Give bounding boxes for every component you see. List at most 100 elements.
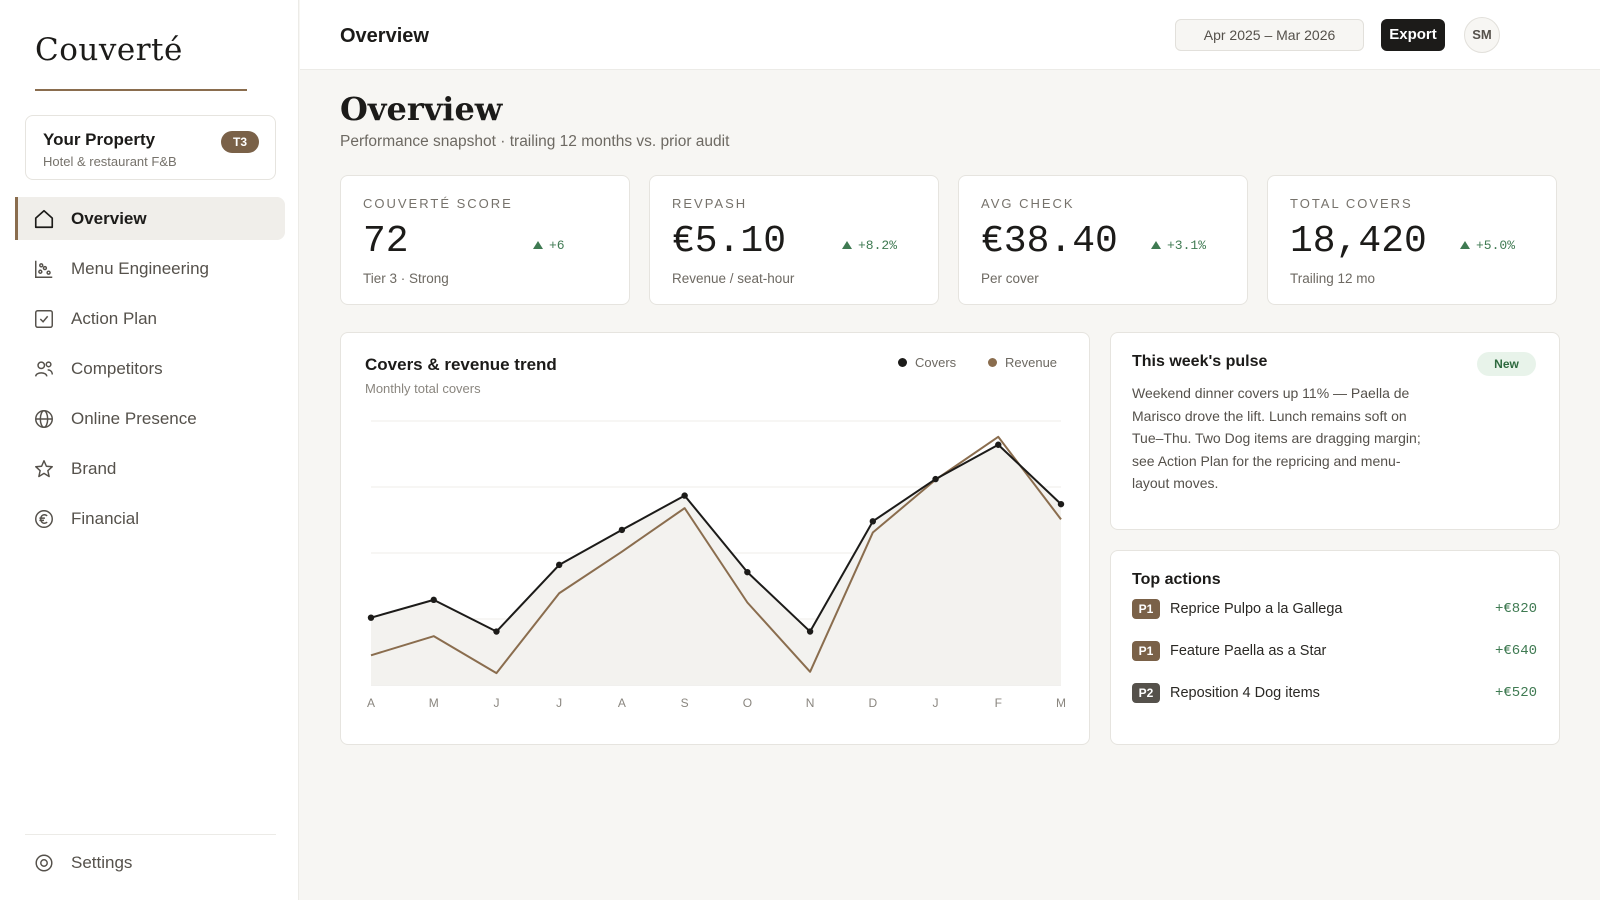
sidebar-item-financial[interactable]: Financial [15,497,285,540]
kpi-footnote: Trailing 12 mo [1290,271,1376,286]
checkbox-icon [33,308,55,330]
up-arrow-icon [1151,241,1161,249]
covers-area [371,444,1061,685]
action-item[interactable]: P1 Reprice Pulpo a la Gallega +€820 [1132,597,1537,621]
app-logo[interactable]: Couverté [35,32,183,68]
new-badge: New [1477,352,1536,376]
globe-icon [33,408,55,430]
data-point-covers [430,596,437,604]
settings-icon [33,852,55,874]
up-arrow-icon [533,241,543,249]
action-value: +€640 [1494,643,1537,659]
x-tick-label: A [367,696,375,710]
kpi-card-score[interactable]: Couverté Score 72 +6 Tier 3 · Strong [340,175,630,305]
series-line-covers [370,443,1062,633]
action-label: Reposition 4 Dog items [1170,685,1320,701]
data-point-covers [618,526,626,534]
kpi-card-avg-check[interactable]: Avg Check €38.40 +3.1% Per cover [958,175,1248,305]
sidebar-item-settings[interactable]: Settings [33,852,132,874]
action-item[interactable]: P2 Reposition 4 Dog items +€520 [1132,681,1537,705]
data-point-covers [555,561,563,569]
priority-badge: P1 [1132,599,1160,619]
sidebar-item-competitors[interactable]: Competitors [15,347,285,390]
sidebar-item-menu-engineering[interactable]: Menu Engineering [15,247,285,290]
logo-underline [35,89,247,91]
x-tick-label: O [743,696,752,710]
kpi-delta-value: +5.0% [1476,238,1516,253]
up-arrow-icon [842,241,852,249]
data-point-covers [806,628,814,635]
action-label: Reprice Pulpo a la Gallega [1170,601,1343,617]
kpi-delta: +5.0% [1460,238,1515,253]
sidebar-item-label: Financial [71,508,140,528]
users-icon [33,358,55,380]
date-range-picker[interactable]: Apr 2025 – Mar 2026 [1175,19,1364,51]
data-point-covers [367,614,375,621]
up-arrow-icon [1460,241,1470,249]
priority-badge: P1 [1132,641,1160,661]
trend-chart-card: A M J J A S O N D J F M Covers & revenue trend Mont… [340,332,1090,745]
legend-dot-icon [898,358,907,367]
kpi-card-total-covers[interactable]: Total Covers 18,420 +5.0% Trailing 12 mo [1267,175,1557,305]
home-icon [33,208,55,230]
scatter-chart-icon [33,258,55,280]
x-tick-label: N [806,696,815,710]
sidebar-nav: Overview Menu Engineering Action Plan Co… [15,197,285,547]
legend-label: Revenue [1005,355,1058,370]
export-button[interactable]: Export [1381,19,1445,51]
kpi-label: Total Covers [1290,196,1413,211]
sidebar-item-overview[interactable]: Overview [15,197,285,240]
kpi-footnote: Tier 3 · Strong [363,271,449,286]
action-item[interactable]: P1 Feature Paella as a Star +€640 [1132,639,1537,663]
x-tick-label: F [995,696,1002,710]
property-subtitle: Hotel & restaurant F&B [43,154,177,169]
pulse-title: This week's pulse [1132,353,1268,370]
data-point-covers [744,568,751,576]
kpi-card-revpash[interactable]: RevPASH €5.10 +8.2% Revenue / seat-hour [649,175,939,305]
data-point-covers [1057,500,1065,508]
sidebar-item-label: Menu Engineering [71,258,209,278]
sidebar-item-label: Competitors [71,358,163,378]
sidebar-item-label: Settings [71,853,133,872]
kpi-delta-value: +8.2% [858,238,898,253]
star-icon [33,458,55,480]
property-card[interactable]: Your Property Hotel & restaurant F&B T3 [25,115,276,180]
x-tick-label: M [429,696,439,710]
x-tick-label: J [933,696,939,710]
sidebar-item-online-presence[interactable]: Online Presence [15,397,285,440]
data-point-covers [869,518,877,525]
kpi-delta: +8.2% [842,238,897,253]
actions-title: Top actions [1132,571,1221,588]
kpi-footnote: Per cover [981,271,1039,286]
data-point-covers [681,492,688,499]
legend-label: Covers [915,355,957,370]
chart-title: Covers & revenue trend [365,355,557,374]
kpi-value: 72 [363,220,409,263]
euro-icon [33,508,55,530]
kpi-delta: +3.1% [1151,238,1206,253]
x-tick-label: S [681,696,689,710]
kpi-value: €38.40 [981,220,1118,263]
legend-item-revenue[interactable]: Revenue [988,355,1057,370]
pulse-text: Weekend dinner covers up 11% — Paella de… [1132,385,1421,491]
property-name: Your Property [43,130,156,149]
x-tick-label: D [868,696,877,710]
x-tick-label: A [618,696,626,710]
kpi-value: €5.10 [672,220,787,263]
topbar-title: Overview [340,25,429,47]
sidebar-item-brand[interactable]: Brand [15,447,285,490]
sidebar-item-action-plan[interactable]: Action Plan [15,297,285,340]
sidebar-divider [25,834,276,835]
sidebar-item-label: Action Plan [71,308,157,328]
tier-badge: T3 [221,131,259,153]
priority-badge: P2 [1132,683,1160,703]
kpi-delta-value: +3.1% [1167,238,1207,253]
sidebar: Couverté Your Property Hotel & restauran… [0,0,299,900]
data-point-covers [932,475,939,483]
sidebar-item-label: Overview [71,208,147,228]
kpi-delta: +6 [533,238,565,253]
legend-item-covers[interactable]: Covers [898,355,956,370]
x-tick-label: M [1056,696,1066,710]
avatar[interactable]: SM [1464,17,1500,53]
